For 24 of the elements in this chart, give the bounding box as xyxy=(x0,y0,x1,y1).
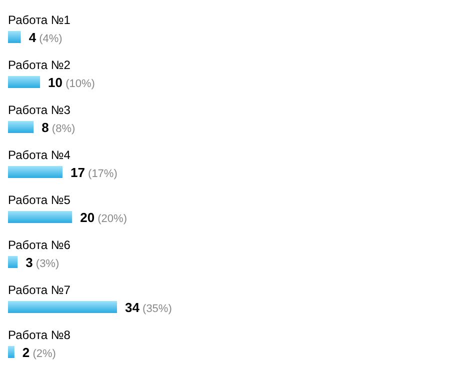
data-label: 20 (20%) xyxy=(80,210,127,225)
bar xyxy=(8,121,34,133)
y-tick-label: Работа №2 xyxy=(8,58,71,72)
data-label: 3 (3%) xyxy=(26,255,60,270)
bar xyxy=(8,76,40,88)
data-label: 8 (8%) xyxy=(42,120,76,135)
bar xyxy=(8,211,72,223)
data-label: 34 (35%) xyxy=(125,300,172,315)
data-label: 4 (4%) xyxy=(28,30,62,45)
data-label: 10 (10%) xyxy=(48,75,95,90)
y-tick-label: Работа №1 xyxy=(8,13,71,27)
bar xyxy=(8,166,62,178)
y-tick-label: Работа №3 xyxy=(8,103,71,117)
data-label: 17 (17%) xyxy=(70,165,118,180)
y-tick-label: Работа №6 xyxy=(8,238,71,252)
y-tick-label: Работа №8 xyxy=(8,328,71,342)
bar xyxy=(8,31,21,43)
y-tick-label: Работа №5 xyxy=(8,193,71,207)
bar xyxy=(8,301,117,313)
y-tick-label: Работа №7 xyxy=(8,283,71,297)
data-label: 2 (2%) xyxy=(22,345,56,360)
bar xyxy=(8,346,14,358)
bar xyxy=(8,256,18,268)
y-tick-label: Работа №4 xyxy=(8,148,71,162)
